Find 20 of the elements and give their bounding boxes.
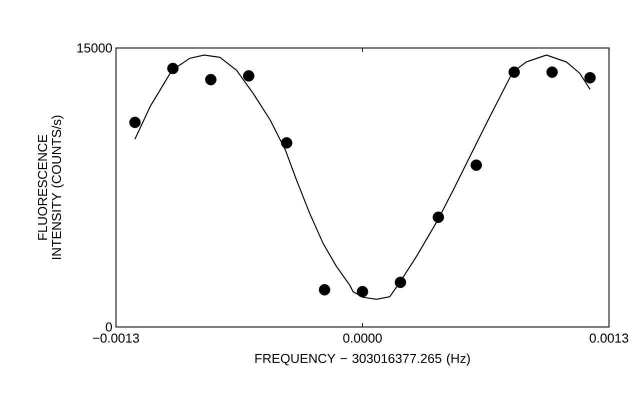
point [356, 286, 368, 298]
point [280, 137, 292, 149]
y-tick-label: 0 [106, 322, 112, 332]
point [243, 70, 254, 82]
point [546, 66, 558, 78]
point [394, 276, 406, 288]
x-axis-title: FREQUENCY − 303016377.265 (Hz) [255, 354, 470, 366]
x-tick-label: −0.0013 [93, 334, 140, 343]
point [318, 284, 330, 296]
point [432, 212, 444, 223]
x-tick-label: 0.0013 [590, 334, 628, 343]
x-tick-label: 0.0000 [343, 334, 382, 343]
y-tick-label: 15000 [77, 43, 112, 53]
point [129, 116, 141, 128]
point [167, 62, 179, 74]
y-axis-title: FLUORESCENCE INTENSITY (COUNTS/s) [38, 116, 64, 259]
point [470, 159, 482, 171]
point [508, 66, 520, 78]
point [205, 74, 217, 86]
point [584, 72, 596, 84]
